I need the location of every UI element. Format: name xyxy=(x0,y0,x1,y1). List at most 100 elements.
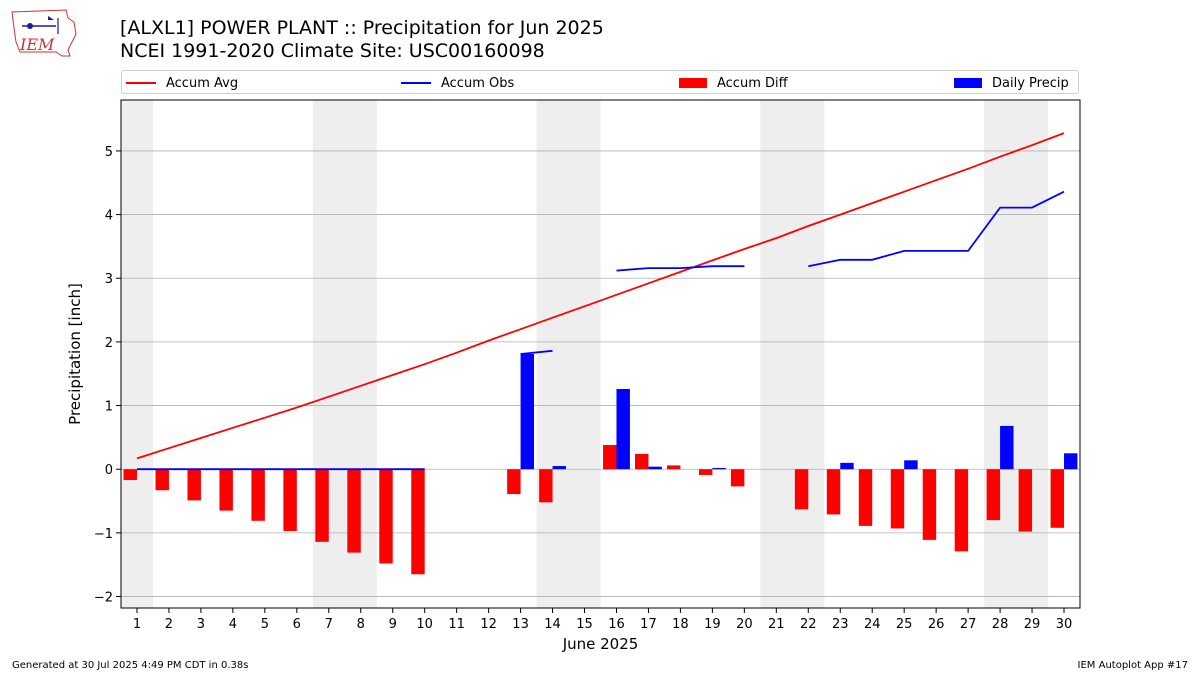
chart-title: [ALXL1] POWER PLANT :: Precipitation for… xyxy=(120,17,604,39)
x-tick-label: 9 xyxy=(389,617,397,632)
bar-accum-diff xyxy=(251,469,265,521)
bar-accum-diff xyxy=(219,469,233,511)
bar-accum-diff xyxy=(187,469,201,501)
weekend-band xyxy=(121,100,153,608)
bar-accum-diff xyxy=(283,469,297,531)
x-tick-label: 10 xyxy=(416,617,433,632)
x-tick-label: 26 xyxy=(928,617,945,632)
bar-daily-precip xyxy=(712,467,726,470)
bar-accum-diff xyxy=(698,469,713,475)
y-tick-label: −2 xyxy=(94,591,113,606)
x-tick-label: 20 xyxy=(736,617,753,632)
legend-label: Daily Precip xyxy=(992,75,1069,91)
x-tick-label: 2 xyxy=(165,617,173,632)
bar-accum-diff xyxy=(539,469,553,503)
legend-item-daily-precip: Daily Precip xyxy=(954,74,1069,92)
x-tick-label: 27 xyxy=(960,617,977,632)
legend-label: Accum Diff xyxy=(717,75,788,91)
x-axis-label: June 2025 xyxy=(562,635,639,653)
x-tick-label: 15 xyxy=(576,617,593,632)
legend-swatch xyxy=(954,78,982,88)
x-tick-label: 18 xyxy=(672,617,689,632)
bar-accum-diff xyxy=(379,469,393,564)
y-tick-label: 1 xyxy=(105,400,113,415)
legend-swatch xyxy=(401,82,431,84)
bar-accum-diff xyxy=(603,445,617,470)
bar-accum-diff xyxy=(315,469,329,542)
bar-accum-diff xyxy=(411,469,425,575)
y-tick-label: 4 xyxy=(105,209,113,224)
bar-accum-diff xyxy=(858,469,873,526)
x-tick-label: 11 xyxy=(448,617,465,632)
x-tick-label: 28 xyxy=(992,617,1009,632)
y-tick-label: 5 xyxy=(105,145,113,160)
legend-item-accum-obs: Accum Obs xyxy=(401,74,514,92)
footer-app: IEM Autoplot App #17 xyxy=(1077,660,1188,671)
chart-subtitle: NCEI 1991-2020 Climate Site: USC00160098 xyxy=(120,40,545,62)
line-accum-avg xyxy=(136,132,1065,460)
legend-item-accum-avg: Accum Avg xyxy=(126,74,238,92)
bar-daily-precip xyxy=(1064,453,1078,470)
y-tick-label: 0 xyxy=(105,463,113,478)
weekend-band xyxy=(536,100,601,608)
bar-accum-diff xyxy=(826,469,841,515)
plot-frame xyxy=(120,99,1081,609)
x-tick-label: 1 xyxy=(133,617,141,632)
x-tick-label: 25 xyxy=(896,617,913,632)
legend-item-accum-diff: Accum Diff xyxy=(679,74,788,92)
x-tick-label: 23 xyxy=(832,617,849,632)
bar-accum-diff xyxy=(1018,469,1033,532)
bar-daily-precip xyxy=(520,354,535,470)
x-tick-label: 17 xyxy=(640,617,657,632)
chart-legend: Accum Avg Accum Obs Accum Diff Daily Pre… xyxy=(121,70,1079,94)
bar-accum-diff xyxy=(155,469,169,491)
bar-daily-precip xyxy=(1000,425,1014,470)
x-tick-label: 29 xyxy=(1024,617,1041,632)
bar-accum-diff xyxy=(1050,469,1065,528)
x-tick-label: 22 xyxy=(800,617,817,632)
line-accum-obs xyxy=(808,190,1065,268)
x-tick-label: 14 xyxy=(544,617,561,632)
x-tick-label: 16 xyxy=(608,617,625,632)
x-tick-label: 19 xyxy=(704,617,721,632)
iem-logo: IEM xyxy=(11,9,77,57)
bar-accum-diff xyxy=(730,469,745,487)
line-accum-obs xyxy=(616,265,745,272)
bar-accum-diff xyxy=(954,469,969,552)
y-tick-label: 2 xyxy=(105,336,113,351)
x-tick-label: 3 xyxy=(197,617,205,632)
bar-accum-diff xyxy=(507,469,521,495)
x-tick-label: 6 xyxy=(293,617,301,632)
y-tick-label: −1 xyxy=(94,527,113,542)
x-tick-label: 7 xyxy=(325,617,333,632)
weekend-band xyxy=(760,100,825,608)
x-tick-label: 21 xyxy=(768,617,785,632)
bar-daily-precip xyxy=(648,466,662,470)
legend-label: Accum Avg xyxy=(166,75,239,91)
legend-swatch xyxy=(126,82,156,84)
footer-generated: Generated at 30 Jul 2025 4:49 PM CDT in … xyxy=(12,660,249,671)
bar-daily-precip xyxy=(904,460,918,470)
bar-accum-diff xyxy=(635,453,649,470)
bar-accum-diff xyxy=(922,469,937,540)
bar-accum-diff xyxy=(347,469,361,553)
x-tick-label: 5 xyxy=(261,617,269,632)
legend-swatch xyxy=(679,78,707,88)
x-tick-label: 24 xyxy=(864,617,881,632)
bar-accum-diff xyxy=(794,469,809,510)
bar-accum-diff xyxy=(890,469,905,529)
legend-label: Accum Obs xyxy=(441,75,515,91)
line-accum-obs xyxy=(520,349,553,355)
bar-accum-diff xyxy=(986,469,1001,521)
bar-daily-precip xyxy=(840,462,854,470)
bar-daily-precip xyxy=(552,466,566,470)
x-tick-label: 12 xyxy=(480,617,497,632)
x-tick-label: 8 xyxy=(357,617,365,632)
y-tick-label: 3 xyxy=(105,272,113,287)
x-tick-label: 30 xyxy=(1056,617,1073,632)
bar-accum-diff xyxy=(666,465,681,470)
logo-text: IEM xyxy=(19,35,55,54)
x-tick-label: 4 xyxy=(229,617,237,632)
bar-accum-diff xyxy=(123,469,137,481)
